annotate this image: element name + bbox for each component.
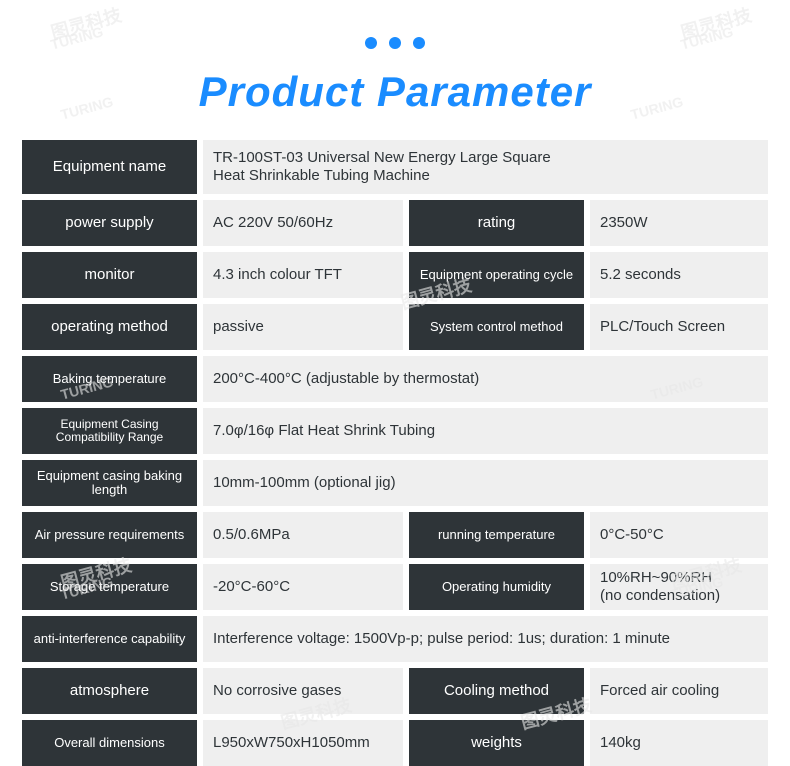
param-label: Equipment casing baking length [22, 460, 197, 506]
param-label: Storage temperature [22, 564, 197, 610]
param-value: 0°C-50°C [590, 512, 768, 558]
param-value: 2350W [590, 200, 768, 246]
table-row: Overall dimensionsL950xW750xH1050mmweigh… [22, 720, 768, 766]
table-row: Baking temperature200°C-400°C (adjustabl… [22, 356, 768, 402]
param-value: 10mm-100mm (optional jig) [203, 460, 768, 506]
param-label: Equipment operating cycle [409, 252, 584, 298]
dot [389, 37, 401, 49]
table-row: Equipment Casing Compatibility Range7.0φ… [22, 408, 768, 454]
param-label: rating [409, 200, 584, 246]
param-label: System control method [409, 304, 584, 350]
param-value: 5.2 seconds [590, 252, 768, 298]
table-row: Air pressure requirements0.5/0.6MParunni… [22, 512, 768, 558]
dot [413, 37, 425, 49]
table-row: Equipment nameTR-100ST-03 Universal New … [22, 140, 768, 194]
table-row: Equipment casing baking length10mm-100mm… [22, 460, 768, 506]
param-value: passive [203, 304, 403, 350]
header-dots [0, 0, 790, 54]
table-row: anti-interference capabilityInterference… [22, 616, 768, 662]
param-value: 200°C-400°C (adjustable by thermostat) [203, 356, 768, 402]
parameter-table: Equipment nameTR-100ST-03 Universal New … [0, 140, 790, 766]
param-label: weights [409, 720, 584, 766]
param-value: Interference voltage: 1500Vp-p; pulse pe… [203, 616, 768, 662]
param-label: Equipment Casing Compatibility Range [22, 408, 197, 454]
page-title: Product Parameter [0, 68, 790, 116]
param-value: No corrosive gases [203, 668, 403, 714]
param-label: Operating humidity [409, 564, 584, 610]
param-label: Overall dimensions [22, 720, 197, 766]
param-label: Baking temperature [22, 356, 197, 402]
param-value: Forced air cooling [590, 668, 768, 714]
table-row: monitor4.3 inch colour TFTEquipment oper… [22, 252, 768, 298]
table-row: operating methodpassiveSystem control me… [22, 304, 768, 350]
param-value: 0.5/0.6MPa [203, 512, 403, 558]
param-value: AC 220V 50/60Hz [203, 200, 403, 246]
param-label: Air pressure requirements [22, 512, 197, 558]
param-value: TR-100ST-03 Universal New Energy Large S… [203, 140, 768, 194]
param-label: monitor [22, 252, 197, 298]
param-value: PLC/Touch Screen [590, 304, 768, 350]
param-label: Cooling method [409, 668, 584, 714]
param-label: operating method [22, 304, 197, 350]
param-value: -20°C-60°C [203, 564, 403, 610]
param-label: running temperature [409, 512, 584, 558]
param-value: L950xW750xH1050mm [203, 720, 403, 766]
param-value: 140kg [590, 720, 768, 766]
dot [365, 37, 377, 49]
table-row: Storage temperature-20°C-60°COperating h… [22, 564, 768, 610]
table-row: power supplyAC 220V 50/60Hzrating2350W [22, 200, 768, 246]
param-label: power supply [22, 200, 197, 246]
param-value: 10%RH~90%RH(no condensation) [590, 564, 768, 610]
param-label: Equipment name [22, 140, 197, 194]
param-value: 7.0φ/16φ Flat Heat Shrink Tubing [203, 408, 768, 454]
param-label: atmosphere [22, 668, 197, 714]
table-row: atmosphereNo corrosive gasesCooling meth… [22, 668, 768, 714]
param-label: anti-interference capability [22, 616, 197, 662]
param-value: 4.3 inch colour TFT [203, 252, 403, 298]
